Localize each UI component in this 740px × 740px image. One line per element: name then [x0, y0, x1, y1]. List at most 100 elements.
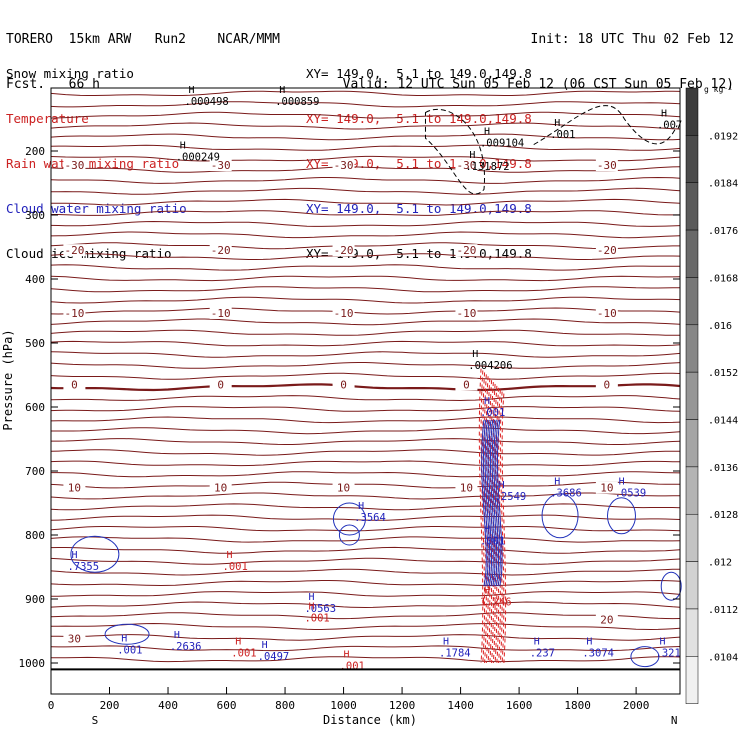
x-tick-label: 200 — [100, 699, 120, 712]
temperature-isotherm — [50, 416, 681, 424]
x-tick-label: 0 — [48, 699, 55, 712]
temperature-isotherm — [50, 460, 681, 467]
isotherm-label-bg — [595, 613, 618, 626]
legend-name: Cloud water mixing ratio — [6, 201, 187, 216]
max-value-label: .0563 — [304, 603, 336, 615]
max-marker: H — [121, 633, 127, 644]
temperature-isotherm — [50, 622, 681, 631]
temperature-isotherm — [50, 492, 680, 500]
max-marker: H — [661, 109, 667, 120]
isotherm-label: -10 — [211, 307, 231, 320]
isotherm-label: 10 — [214, 482, 227, 495]
max-marker: H — [174, 630, 180, 641]
max-marker: H — [344, 649, 350, 660]
isotherm-label: 10 — [600, 482, 613, 495]
cloud-water-cell — [606, 497, 636, 535]
rain-water-contour — [498, 389, 503, 664]
temperature-isotherm — [50, 449, 680, 456]
max-value-label: .1784 — [439, 648, 471, 660]
temperature-isotherm — [51, 427, 681, 435]
max-marker: H — [660, 637, 666, 648]
x-tick-label: 800 — [275, 699, 295, 712]
header-right: Init: 18 UTC Thu 02 Feb 12 Valid: 12 UTC… — [343, 2, 734, 107]
colorbar-tick-label: .012 — [708, 558, 732, 569]
max-value-label: .2549 — [495, 491, 527, 503]
legend-row: Cloud water mixing ratio XY= 149.0, 5.1 … — [6, 201, 606, 216]
temperature-isotherm — [50, 568, 680, 576]
colorbar-segment — [685, 466, 699, 515]
max-value-label: .2636 — [170, 641, 202, 653]
cloud-water-cell — [630, 646, 660, 668]
isotherm-label: 10 — [337, 482, 350, 495]
legend-row: Rain water mixing ratio XY= 149.0, 5.1 t… — [6, 156, 606, 171]
temperature-isotherm — [50, 395, 681, 402]
isotherm-label: 0 — [340, 379, 347, 392]
max-marker: H — [308, 601, 314, 612]
colorbar-segment — [685, 324, 699, 373]
legend-name: Cloud ice mixing ratio — [6, 246, 172, 261]
temperature-isotherm — [50, 536, 681, 543]
rain-water-contour — [494, 385, 500, 664]
max-marker: H — [308, 592, 314, 603]
temperature-isotherm — [50, 645, 681, 652]
max-marker: H — [484, 525, 490, 536]
max-value-label: .001 — [304, 612, 329, 624]
model-title: TORERO 15km ARW Run2 NCAR/MMM — [6, 32, 280, 47]
legend-xy: XY= 149.0, 5.1 to 149.0,149.8 — [306, 111, 532, 126]
rain-water-contour — [478, 368, 484, 664]
temperature-isotherm — [50, 546, 681, 554]
max-value-label: .001 — [231, 648, 256, 660]
colorbar-segment — [685, 182, 699, 231]
colorbar-segment — [685, 513, 699, 562]
field-legend: Snow mixing ratio XY= 149.0, 5.1 to 149.… — [6, 36, 606, 276]
temperature-isotherm — [50, 526, 681, 532]
colorbar-segment — [685, 561, 699, 610]
isotherm-label: -10 — [597, 307, 617, 320]
max-marker: H — [484, 585, 490, 596]
max-marker: H — [472, 349, 478, 360]
cloud-water-contour — [495, 419, 501, 587]
colorbar-tick-label: .0168 — [708, 273, 738, 284]
rain-water-contour — [492, 383, 498, 664]
isotherm-label: 0 — [217, 379, 224, 392]
cloud-water-cell — [660, 571, 682, 601]
x-tick-label: 1000 — [330, 699, 357, 712]
temperature-isotherm — [50, 514, 681, 521]
temperature-isotherm — [50, 307, 681, 315]
max-value-label: .0497 — [258, 651, 290, 663]
max-marker: H — [534, 637, 540, 648]
colorbar-tick-label: .0152 — [708, 368, 738, 379]
isotherm-label-bg — [63, 306, 86, 319]
max-marker: H — [71, 550, 77, 561]
isotherm-label-bg — [455, 481, 478, 494]
cloud-water-contour — [491, 419, 498, 587]
cloud-water-cell — [338, 524, 360, 546]
init-time: Init: 18 UTC Thu 02 Feb 12 — [530, 32, 735, 47]
max-value-label: .237 — [530, 648, 555, 660]
isotherm-label: 0 — [71, 379, 78, 392]
max-value-label: .3074 — [582, 648, 614, 660]
cloud-water-contour — [482, 419, 489, 587]
colorbar-tick-label: .0176 — [708, 226, 738, 237]
isotherm-label: 10 — [460, 482, 473, 495]
cloud-water-contour — [488, 419, 494, 587]
x-tick-label: 1200 — [389, 699, 416, 712]
y-axis-title: Pressure (hPa) — [1, 329, 15, 430]
isotherm-label-bg — [455, 306, 478, 319]
temperature-isotherm — [51, 591, 681, 597]
cloud-water-contour — [493, 419, 500, 587]
y-tick-label: 1000 — [19, 657, 46, 670]
temperature-isotherm — [50, 296, 681, 304]
legend-xy: XY= 149.0, 5.1 to 149.0,149.8 — [306, 66, 532, 81]
isotherm-label-bg — [209, 481, 232, 494]
max-value-label: .001 — [223, 561, 248, 573]
temperature-isotherm — [50, 406, 681, 412]
legend-name: Snow mixing ratio — [6, 66, 134, 81]
max-marker: H — [358, 501, 364, 512]
colorbar-segment — [685, 656, 699, 704]
rain-water-contour — [487, 378, 493, 664]
cloud-water-contour — [496, 419, 503, 587]
x-end-label-south: S — [92, 714, 99, 727]
legend-row: Snow mixing ratio XY= 149.0, 5.1 to 149.… — [6, 66, 606, 81]
x-tick-label: 1400 — [447, 699, 474, 712]
